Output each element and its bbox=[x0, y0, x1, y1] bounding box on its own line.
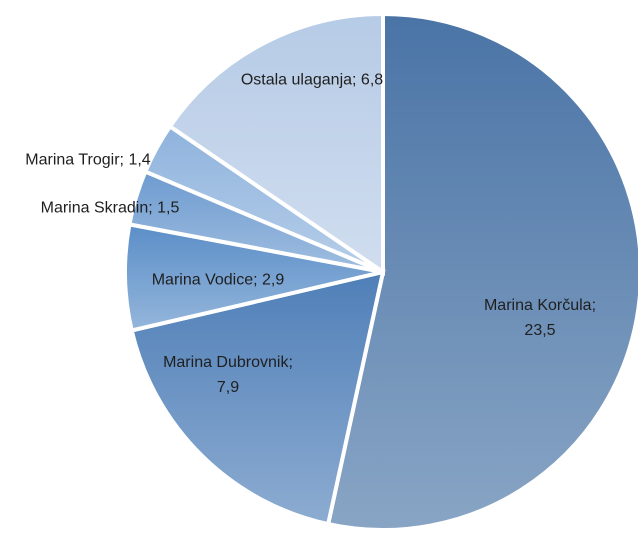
pie-slice bbox=[167, 11, 385, 276]
value-label: 6,8 bbox=[360, 71, 384, 89]
value-label: 7,9 bbox=[216, 379, 240, 396]
category-name: Marina Trogir bbox=[25, 151, 120, 169]
separator: ; bbox=[288, 354, 293, 371]
separator: ; bbox=[148, 199, 153, 217]
separator: ; bbox=[119, 151, 124, 169]
category-name: Marina Vodice bbox=[151, 271, 254, 289]
data-label: Marina Korčula; 23,5 bbox=[473, 293, 608, 343]
data-label: Marina Skradin; 1,5 bbox=[25, 196, 195, 221]
separator: ; bbox=[352, 71, 357, 89]
category-name: Marina Dubrovnik bbox=[163, 354, 289, 371]
category-name: Marina Skradin bbox=[40, 199, 149, 217]
data-label: Marina Dubrovnik; 7,9 bbox=[163, 350, 293, 400]
value-label: 23,5 bbox=[524, 322, 556, 339]
data-label: Marina Trogir; 1,4 bbox=[1, 148, 176, 173]
category-name: Marina Korčula bbox=[483, 297, 592, 314]
data-label: Ostala ulaganja; 6,8 bbox=[227, 68, 397, 93]
value-label: 1,5 bbox=[157, 199, 180, 217]
value-label: 2,9 bbox=[262, 271, 285, 289]
separator: ; bbox=[253, 271, 258, 289]
pie-slice bbox=[325, 11, 638, 532]
separator: ; bbox=[591, 297, 597, 314]
pie-slice bbox=[129, 269, 386, 527]
data-label: Marina Vodice; 2,9 bbox=[148, 268, 288, 293]
value-label: 1,4 bbox=[128, 151, 151, 169]
category-name: Ostala ulaganja bbox=[240, 71, 353, 89]
